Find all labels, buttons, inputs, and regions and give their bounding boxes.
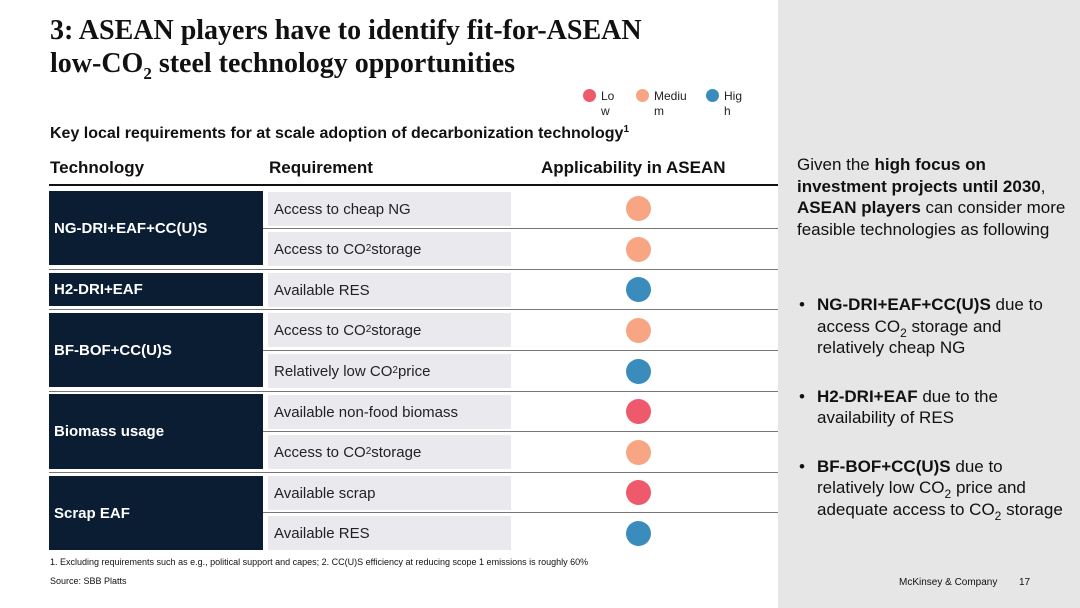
requirement-cell: Relatively low CO 2 price — [268, 354, 511, 388]
column-header-technology: Technology — [50, 158, 145, 177]
right-panel — [778, 0, 1080, 608]
group-divider — [49, 269, 778, 270]
requirement-cell: Access to cheap NG — [268, 192, 511, 226]
legend-item-high: High — [706, 89, 746, 119]
legend-high-dot — [706, 89, 719, 102]
group-divider — [49, 309, 778, 310]
group-divider — [49, 391, 778, 392]
tech-cell-biomass: Biomass usage — [49, 394, 263, 469]
applicability-dot — [626, 399, 651, 424]
header-divider — [49, 184, 778, 186]
bullet-item: • BF-BOF+CC(U)S due to relatively low CO2… — [799, 456, 1063, 523]
applicability-dot — [626, 237, 651, 262]
bullet-list: • NG-DRI+EAF+CC(U)S due to access CO2 sto… — [797, 294, 1072, 547]
legend-high-label: High — [724, 89, 743, 118]
requirement-cell: Access to CO 2 storage — [268, 435, 511, 469]
source-note: Source: SBB Platts — [50, 576, 127, 586]
requirement-cell: Access to CO 2 storage — [268, 313, 511, 347]
bullet-marker: • — [799, 386, 805, 406]
applicability-dot — [626, 521, 651, 546]
page-number: 17 — [1019, 577, 1031, 588]
applicability-dot — [626, 196, 651, 221]
bullet-marker: • — [799, 456, 805, 476]
applicability-dot — [626, 480, 651, 505]
legend-low-dot — [583, 89, 596, 102]
row-divider — [49, 512, 778, 513]
applicability-dot — [626, 359, 651, 384]
legend-item-medium: Medium — [636, 89, 688, 119]
column-header-applicability: Applicability in ASEAN — [541, 158, 726, 177]
requirement-cell: Available non-food biomass — [268, 395, 511, 429]
requirement-cell: Available RES — [268, 273, 511, 307]
applicability-dot — [626, 277, 651, 302]
bullet-item: • H2-DRI+EAF due to the availability of R… — [799, 386, 998, 428]
column-header-requirement: Requirement — [269, 158, 373, 177]
bullet-item: • NG-DRI+EAF+CC(U)S due to access CO2 sto… — [799, 295, 1043, 357]
intro-text: Given the high focus on investment proje… — [797, 155, 1066, 239]
legend-low-label: Low — [601, 89, 615, 118]
requirement-cell: Access to CO 2 storage — [268, 232, 511, 266]
applicability-dot — [626, 440, 651, 465]
legend-item-low: Low — [583, 89, 619, 119]
page-title: 3: ASEAN players have to identify fit-fo… — [50, 15, 642, 83]
tech-cell-ng-dri: NG-DRI+EAF+CC(U)S — [49, 191, 263, 265]
row-divider — [49, 431, 778, 432]
brand-name: McKinsey & Company — [899, 577, 998, 588]
bullet-marker: • — [799, 295, 805, 314]
requirement-cell: Available scrap — [268, 476, 511, 510]
row-divider — [49, 228, 778, 229]
footnote: 1. Excluding requirements such as e.g., … — [50, 557, 589, 567]
row-divider — [49, 350, 778, 351]
tech-cell-h2-dri: H2-DRI+EAF — [49, 273, 263, 306]
requirement-cell: Available RES — [268, 516, 511, 550]
group-divider — [49, 472, 778, 473]
applicability-dot — [626, 318, 651, 343]
tech-cell-bf-bof: BF-BOF+CC(U)S — [49, 313, 263, 387]
legend-medium-label: Medium — [654, 89, 687, 118]
legend-medium-dot — [636, 89, 649, 102]
tech-cell-scrap-eaf: Scrap EAF — [49, 476, 263, 550]
table-subtitle: Key local requirements for at scale adop… — [50, 124, 629, 143]
